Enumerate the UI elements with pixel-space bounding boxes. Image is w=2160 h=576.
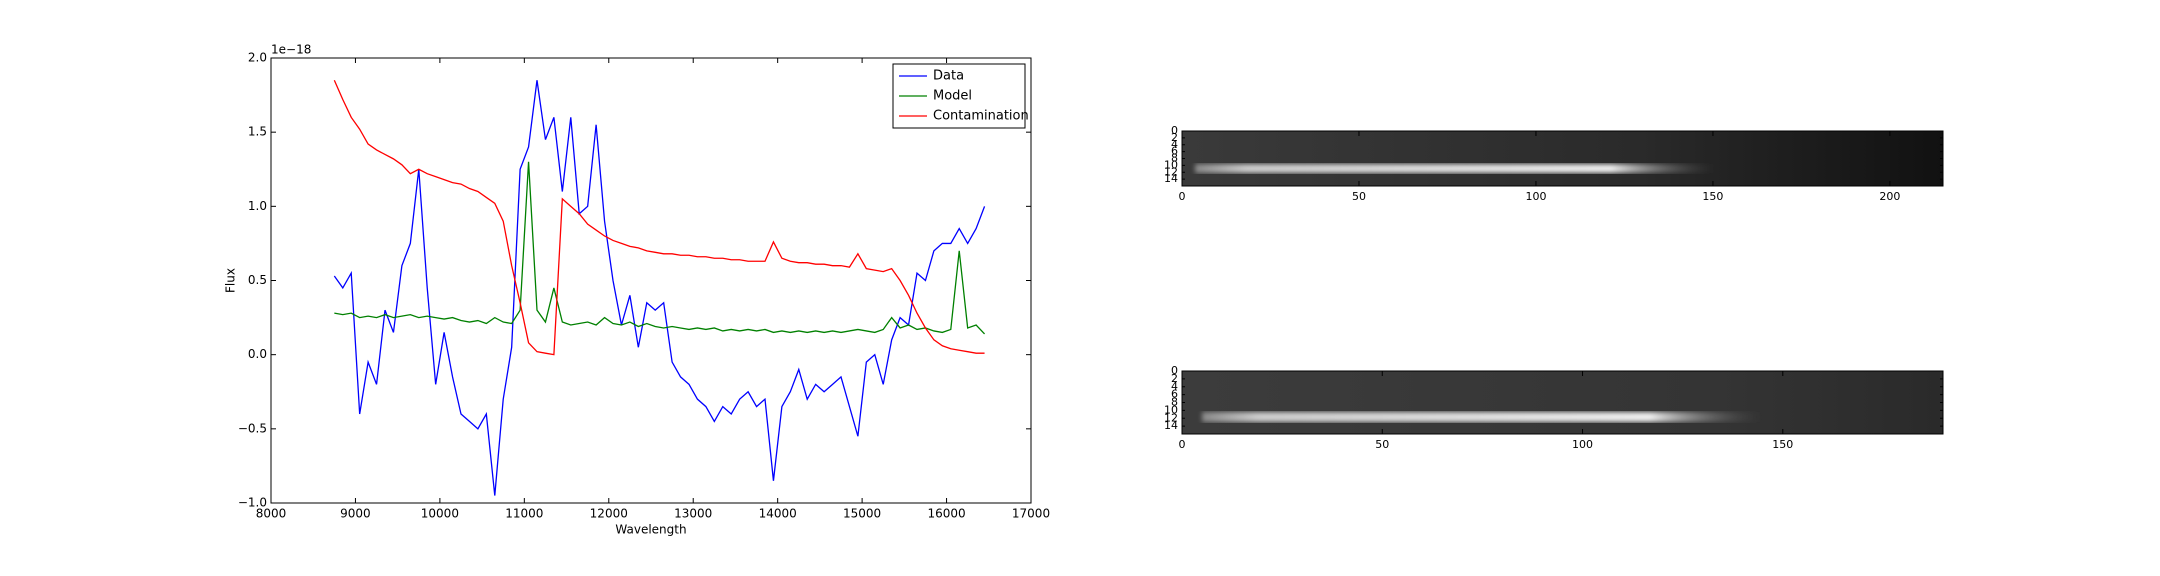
x-tick-label: 50 — [1375, 438, 1389, 451]
y-tick-label: 1.0 — [248, 199, 267, 213]
y-tick-label: 14 — [1164, 172, 1178, 185]
x-tick-label: 11000 — [505, 507, 543, 521]
y-tick-label: 10 — [1164, 403, 1178, 416]
x-tick-label: 50 — [1352, 190, 1366, 203]
y-tick-label: 6 — [1171, 145, 1178, 158]
y-tick-label: 12 — [1164, 165, 1178, 178]
x-tick-label: 8000 — [256, 507, 287, 521]
x-tick-label: 0 — [1179, 438, 1186, 451]
y-tick-label: 2.0 — [248, 51, 267, 65]
spectrum-image — [1182, 131, 1943, 186]
y-axis-label: Flux — [224, 268, 238, 293]
x-tick-label: 0 — [1179, 190, 1186, 203]
image-panel-top — [1182, 131, 1943, 186]
y-tick-label: 2 — [1171, 372, 1178, 385]
x-tick-label: 15000 — [843, 507, 881, 521]
y-tick-label: 12 — [1164, 411, 1178, 424]
y-tick-label: 4 — [1171, 138, 1178, 151]
x-tick-label: 16000 — [927, 507, 965, 521]
y-tick-label: 0.0 — [248, 347, 267, 361]
x-tick-label: 200 — [1879, 190, 1900, 203]
legend-label: Data — [933, 69, 964, 84]
spectrum-trace — [1195, 164, 1715, 173]
y-tick-label: 14 — [1164, 419, 1178, 432]
spectrum-image — [1182, 371, 1943, 434]
x-tick-label: 150 — [1772, 438, 1793, 451]
x-tick-label: 150 — [1702, 190, 1723, 203]
y-tick-label: 0.5 — [248, 273, 267, 287]
y-tick-label: 1.5 — [248, 125, 267, 139]
offset-label: 1e−18 — [271, 43, 311, 57]
x-tick-label: 12000 — [590, 507, 628, 521]
x-tick-label: 10000 — [421, 507, 459, 521]
y-tick-label: 10 — [1164, 158, 1178, 171]
x-axis-label: Wavelength — [615, 523, 686, 537]
x-tick-label: 100 — [1525, 190, 1546, 203]
y-tick-label: 8 — [1171, 396, 1178, 409]
y-tick-label: 8 — [1171, 152, 1178, 165]
x-tick-label: 13000 — [674, 507, 712, 521]
x-tick-label: 100 — [1572, 438, 1593, 451]
data-line — [333, 79, 985, 356]
axes-frame — [1181, 130, 1944, 187]
data-line — [333, 80, 986, 496]
y-tick-label: 6 — [1171, 388, 1178, 401]
legend: Data Model Contamination — [892, 63, 1029, 129]
spectrum-trace — [1202, 412, 1762, 422]
y-tick-label: 4 — [1171, 380, 1178, 393]
y-tick-label: 0 — [1171, 124, 1178, 137]
y-tick-label: 2 — [1171, 131, 1178, 144]
y-tick-label: 0 — [1171, 364, 1178, 377]
axes-frame — [1181, 370, 1944, 435]
image-panel-bottom — [1182, 371, 1943, 434]
y-tick-label: −0.5 — [238, 421, 267, 435]
legend-label: Contamination — [933, 109, 1029, 124]
x-tick-label: 14000 — [759, 507, 797, 521]
legend-label: Model — [933, 89, 972, 104]
y-tick-label: −1.0 — [238, 496, 267, 510]
x-tick-label: 17000 — [1012, 507, 1050, 521]
axes-frame — [270, 57, 1032, 504]
x-tick-label: 9000 — [340, 507, 371, 521]
data-line — [334, 161, 986, 335]
